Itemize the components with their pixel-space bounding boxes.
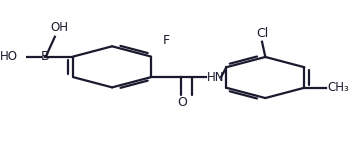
Text: OH: OH — [51, 21, 69, 34]
Text: F: F — [163, 34, 170, 47]
Text: CH₃: CH₃ — [328, 81, 349, 94]
Text: HO: HO — [0, 50, 18, 63]
Text: HN: HN — [207, 71, 225, 84]
Text: O: O — [177, 96, 187, 109]
Text: B: B — [41, 50, 49, 63]
Text: Cl: Cl — [256, 27, 268, 40]
